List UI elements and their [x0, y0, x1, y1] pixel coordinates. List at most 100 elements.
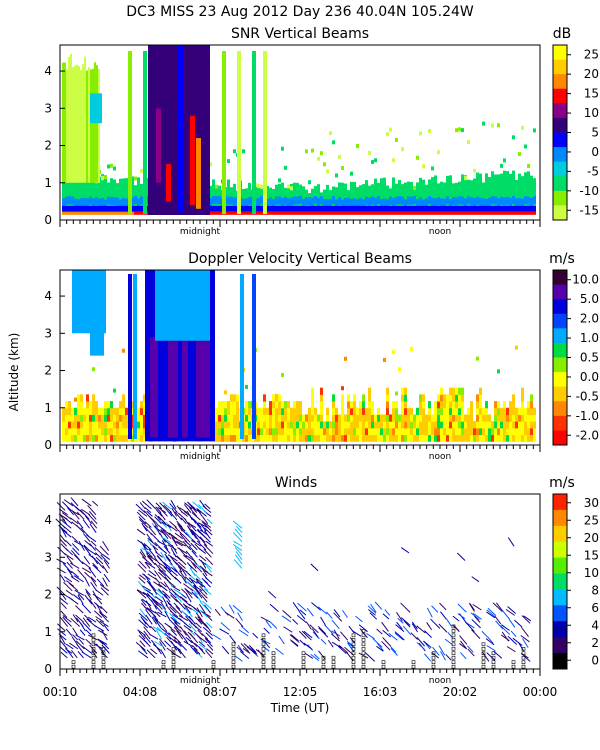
wind-barb: [376, 628, 383, 635]
snr-cell: [290, 197, 293, 206]
snr-cell: [416, 199, 419, 208]
snr-cell: [341, 166, 344, 171]
wind-barb: [456, 552, 466, 561]
wind-barb: [471, 619, 481, 629]
colorbar-frame: [552, 493, 568, 670]
snr-cell: [383, 211, 386, 215]
doppler-cell: [362, 427, 365, 436]
doppler-cell: [482, 407, 485, 415]
snr-cell: [329, 190, 332, 207]
wind-barb: [87, 504, 97, 516]
snr-cell: [395, 211, 398, 215]
doppler-cell: [335, 414, 338, 422]
wind-barb: [438, 645, 446, 656]
wind-marker: [331, 660, 336, 664]
wind-barb: [235, 525, 243, 534]
wind-barb: [56, 567, 66, 574]
wind-barb: [81, 508, 91, 516]
snr-cell: [245, 188, 248, 207]
wind-barb: [466, 645, 474, 653]
wind-barb: [292, 618, 299, 625]
doppler-cell: [143, 434, 146, 442]
snr-cell: [413, 211, 416, 215]
doppler-cell: [101, 414, 104, 422]
wind-barb: [161, 521, 172, 528]
snr-cell: [473, 211, 476, 215]
wind-barb: [56, 623, 66, 632]
doppler-cell: [368, 387, 371, 395]
doppler-cell: [452, 401, 455, 409]
wind-barb: [204, 637, 213, 647]
doppler-cell: [230, 427, 233, 436]
doppler-cell: [509, 401, 512, 409]
time-marker-noon: noon: [429, 227, 451, 237]
snr-cell: [134, 211, 137, 215]
doppler-cell: [509, 434, 512, 442]
doppler-cell: [353, 434, 356, 442]
snr-cell: [449, 175, 452, 207]
wind-barb: [103, 624, 110, 632]
wind-barb: [269, 603, 279, 612]
snr-cell: [497, 205, 500, 212]
wind-barb: [165, 604, 174, 614]
wind-barb: [201, 520, 212, 528]
wind-marker: [361, 629, 366, 633]
doppler-cell: [449, 427, 452, 436]
doppler-cell: [260, 407, 263, 415]
wind-barb: [190, 560, 197, 569]
doppler-cell: [533, 407, 536, 415]
snr-cell: [500, 211, 503, 215]
colorbar-swatch: [553, 386, 567, 402]
wind-marker: [361, 642, 366, 647]
wind-barb: [192, 562, 203, 573]
doppler-cell: [443, 427, 446, 436]
snr-cell: [212, 205, 215, 212]
wind-barb: [76, 617, 84, 627]
snr-cell: [266, 185, 269, 207]
snr-cell: [467, 211, 470, 215]
doppler-cell: [497, 401, 500, 409]
doppler-cell: [506, 434, 509, 442]
doppler-cell: [227, 421, 230, 429]
wind-barb: [57, 546, 67, 556]
colorbar-label: -1.0: [576, 409, 599, 423]
wind-barb: [138, 612, 148, 621]
doppler-cell: [221, 407, 224, 415]
wind-barb: [495, 602, 503, 611]
snr-cell: [458, 127, 461, 132]
snr-cell: [398, 196, 401, 205]
wind-barb: [140, 616, 147, 625]
snr-cell: [66, 68, 68, 183]
doppler-region: [155, 270, 210, 341]
doppler-cell: [215, 434, 218, 442]
wind-barb: [274, 647, 284, 655]
doppler-cell: [113, 388, 116, 393]
doppler-cell: [455, 414, 458, 422]
doppler-cell: [284, 434, 287, 442]
doppler-cell: [461, 387, 464, 395]
snr-cell: [344, 211, 347, 215]
snr-cell: [341, 182, 344, 207]
doppler-cell: [275, 421, 278, 429]
snr-cell: [503, 211, 506, 215]
wind-barb: [382, 637, 392, 647]
doppler-cell: [368, 421, 371, 429]
doppler-cell: [365, 421, 368, 429]
wind-barb: [183, 510, 192, 517]
wind-barb: [184, 576, 193, 584]
colorbar-label: 2: [591, 636, 599, 650]
wind-barb: [233, 559, 243, 569]
doppler-cell: [68, 421, 71, 429]
doppler-cell: [404, 401, 407, 409]
wind-marker: [451, 633, 456, 638]
snr-cell: [278, 196, 281, 205]
wind-barb: [184, 502, 193, 510]
doppler-cell: [479, 401, 482, 409]
doppler-cell: [485, 401, 488, 409]
wind-barb: [78, 638, 85, 645]
wind-barb: [292, 602, 300, 612]
snr-cell: [233, 211, 236, 215]
snr-cell: [86, 205, 89, 212]
wind-barb: [424, 630, 432, 638]
